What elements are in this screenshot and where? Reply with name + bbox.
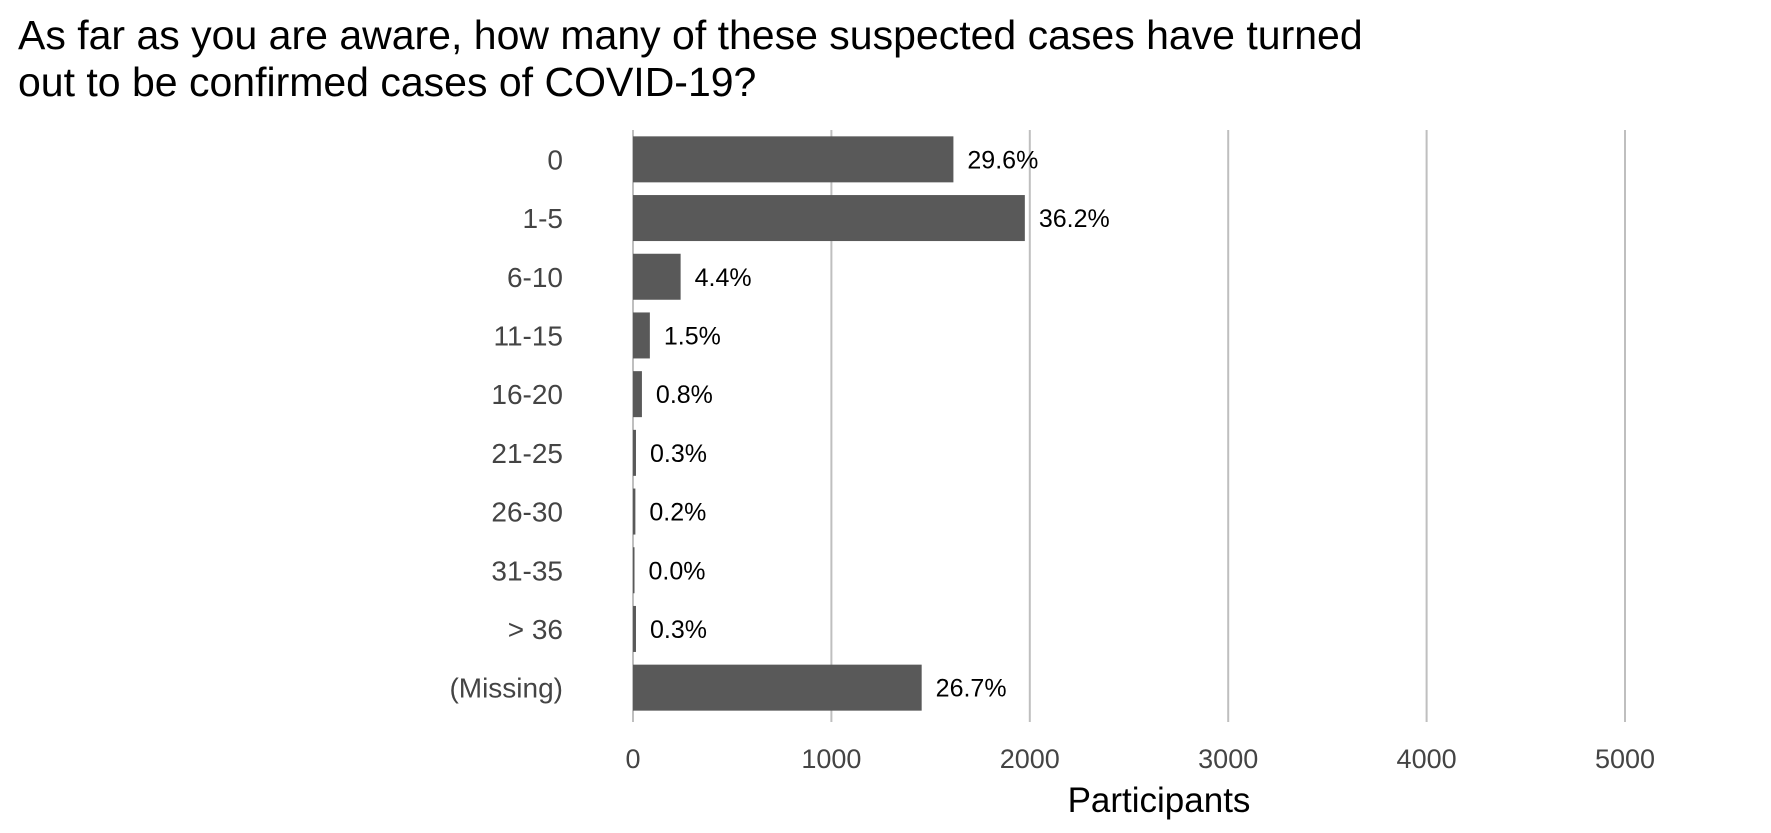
value-label: 36.2% xyxy=(1039,205,1110,233)
value-label: 0.0% xyxy=(649,557,706,585)
bar-8 xyxy=(633,605,636,652)
value-label: 29.6% xyxy=(967,146,1038,174)
category-label: 11-15 xyxy=(493,320,563,351)
category-label: (Missing) xyxy=(449,673,563,704)
bar-3 xyxy=(633,312,650,359)
x-tick-label: 5000 xyxy=(1595,744,1655,774)
value-label: 1.5% xyxy=(664,322,721,350)
value-label: 26.7% xyxy=(936,675,1007,703)
category-label: 21-25 xyxy=(491,438,563,469)
value-labels: 29.6% 36.2% 4.4% 1.5% 0.8% 0.3% 0.2% 0.0% 0.3% 26… xyxy=(649,146,1110,702)
x-tick-labels: 0 1000 2000 3000 4000 5000 xyxy=(625,744,1655,774)
x-tick-label: 4000 xyxy=(1397,744,1457,774)
value-label: 0.2% xyxy=(649,499,706,527)
bar-7 xyxy=(633,547,635,594)
value-label: 4.4% xyxy=(695,264,752,292)
category-label: 31-35 xyxy=(491,555,563,586)
x-tick-label: 2000 xyxy=(1000,744,1060,774)
category-label: 6-10 xyxy=(507,262,563,293)
bar-5 xyxy=(633,429,636,476)
category-label: > 36 xyxy=(508,614,563,645)
category-labels: 0 1-5 6-10 11-15 16-20 21-25 26-30 31-35 > 36 (Mi… xyxy=(449,144,563,703)
bar-2 xyxy=(633,253,681,300)
category-label: 26-30 xyxy=(491,497,563,528)
bar-1 xyxy=(633,195,1025,242)
value-label: 0.3% xyxy=(650,616,707,644)
bar-9 xyxy=(633,664,922,711)
category-label: 0 xyxy=(547,144,563,175)
bar-4 xyxy=(633,371,642,418)
bar-0 xyxy=(633,136,954,183)
x-tick-label: 3000 xyxy=(1198,744,1258,774)
value-label: 0.8% xyxy=(656,381,713,409)
chart-title: As far as you are aware, how many of the… xyxy=(18,12,1363,105)
category-label: 1-5 xyxy=(523,203,563,234)
bar-6 xyxy=(633,488,636,535)
value-label: 0.3% xyxy=(650,440,707,468)
bars xyxy=(633,136,1025,711)
category-label: 16-20 xyxy=(491,379,563,410)
x-tick-label: 0 xyxy=(625,744,640,774)
x-axis-title: Participants xyxy=(1068,781,1251,820)
x-tick-label: 1000 xyxy=(801,744,861,774)
